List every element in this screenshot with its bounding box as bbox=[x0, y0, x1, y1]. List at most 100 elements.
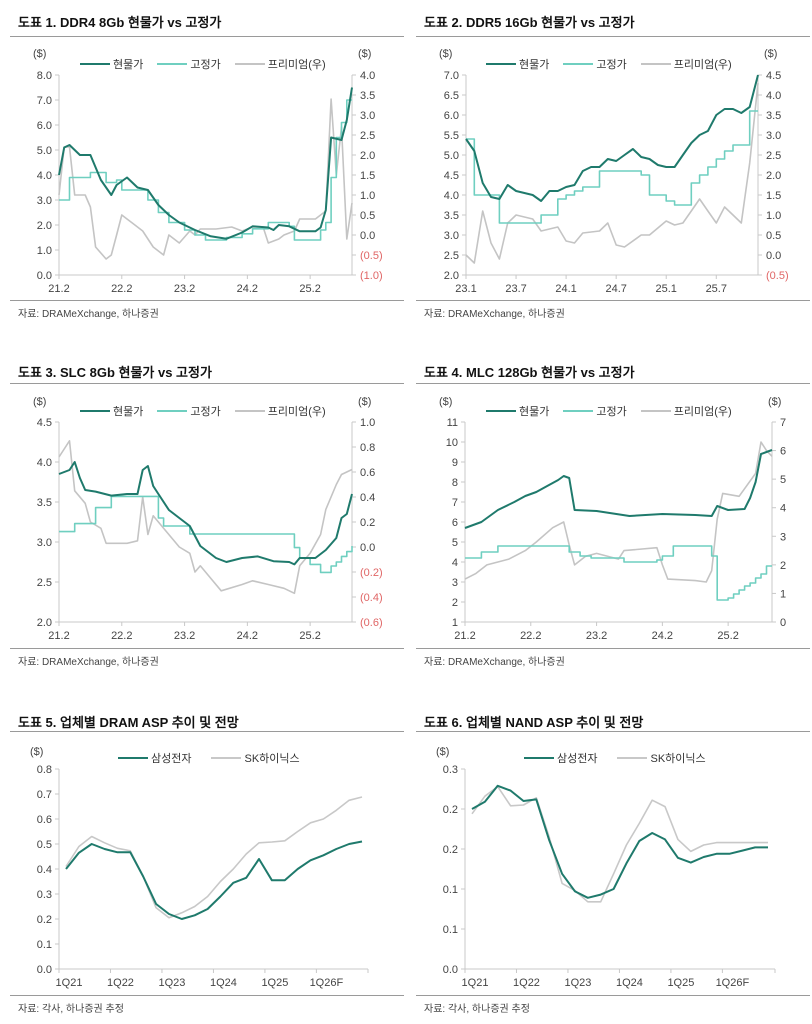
series-line-spot bbox=[58, 461, 353, 566]
y-tick-label-left: 4.0 bbox=[37, 457, 52, 469]
y-tick-label-left: 6.0 bbox=[444, 110, 459, 122]
y-tick-label-right: 1 bbox=[780, 588, 786, 600]
y-tick-label-left: 11 bbox=[447, 417, 458, 429]
y-tick-label-right: 2.5 bbox=[766, 150, 781, 162]
y-unit-left: ($) bbox=[439, 48, 453, 60]
chart-panel-2: 도표 2. DDR5 16Gb 현물가 vs 고정가 ($) ($) 현물가 고… bbox=[406, 0, 812, 350]
y-unit-right: ($) bbox=[764, 48, 778, 60]
x-tick-label: 1Q21 bbox=[56, 977, 83, 989]
y-tick-label-right: 0.6 bbox=[360, 467, 375, 479]
legend-item: 현물가 bbox=[486, 403, 549, 419]
y-tick-label-left: 5.5 bbox=[444, 130, 459, 142]
y-unit-left: ($) bbox=[436, 746, 450, 758]
y-tick-label-left: 9 bbox=[452, 457, 458, 469]
series-line-premium bbox=[465, 82, 759, 264]
legend-label: 프리미엄(우) bbox=[267, 406, 326, 418]
chart-title: 도표 4. MLC 128Gb 현물가 vs 고정가 bbox=[424, 365, 635, 380]
y-tick-label-left: 2 bbox=[452, 597, 458, 609]
legend-swatch bbox=[640, 410, 671, 412]
divider bbox=[10, 300, 404, 301]
chart-title: 도표 3. SLC 8Gb 현물가 vs 고정가 bbox=[18, 365, 212, 380]
x-tick-label: 25.2 bbox=[717, 630, 738, 642]
legend-label: 고정가 bbox=[190, 406, 221, 418]
legend-item: SK하이닉스 bbox=[211, 750, 300, 766]
legend-swatch bbox=[640, 63, 671, 65]
y-tick-label-left: 0.0 bbox=[37, 964, 52, 976]
series-line-skhynix bbox=[65, 796, 363, 919]
x-tick-label: 1Q22 bbox=[107, 977, 134, 989]
source-note: 자료: DRAMeXchange, 하나증권 bbox=[424, 657, 565, 668]
y-tick-label-right: 3.5 bbox=[766, 110, 781, 122]
series-line-fixed bbox=[465, 545, 772, 601]
y-tick-label-right: (0.6) bbox=[360, 617, 383, 629]
y-tick-label-right: 4.5 bbox=[766, 70, 781, 82]
y-tick-label-left: 3.5 bbox=[37, 497, 52, 509]
y-tick-label-right: 2.5 bbox=[360, 130, 375, 142]
y-tick-label-left: 1 bbox=[452, 617, 458, 629]
y-tick-label-right: 3.0 bbox=[766, 130, 781, 142]
x-tick-label: 1Q26F bbox=[716, 977, 750, 989]
legend-label: 프리미엄(우) bbox=[673, 59, 732, 71]
chart-panel-6: 도표 6. 업체별 NAND ASP 추이 및 전망 ($) 삼성전자 SK하이… bbox=[406, 700, 812, 1024]
y-tick-label-right: (0.2) bbox=[360, 567, 383, 579]
y-tick-label-right: 0.8 bbox=[360, 442, 375, 454]
chart-title: 도표 2. DDR5 16Gb 현물가 vs 고정가 bbox=[424, 15, 635, 30]
legend: 삼성전자 SK하이닉스 bbox=[118, 750, 300, 766]
y-tick-label-right: 5 bbox=[780, 474, 786, 486]
y-tick-label-left: 0.5 bbox=[37, 839, 52, 851]
legend-item: 고정가 bbox=[563, 56, 627, 72]
y-tick-label-left: 6 bbox=[452, 517, 458, 529]
y-tick-label-left: 3.0 bbox=[444, 230, 459, 242]
source-note: 자료: DRAMeXchange, 하나증권 bbox=[424, 309, 565, 320]
y-tick-label-right: 1.5 bbox=[360, 170, 375, 182]
y-tick-label-right: 1.0 bbox=[766, 210, 781, 222]
y-tick-label-left: 7 bbox=[452, 497, 458, 509]
y-tick-label-right: 2.0 bbox=[360, 150, 375, 162]
y-tick-label-right: 6 bbox=[780, 446, 786, 458]
divider bbox=[416, 995, 810, 996]
divider bbox=[10, 648, 404, 649]
x-tick-label: 24.2 bbox=[237, 283, 258, 295]
y-tick-label-left: 5 bbox=[452, 537, 458, 549]
legend-swatch bbox=[524, 757, 554, 759]
y-tick-label-right: 3 bbox=[780, 531, 786, 543]
divider bbox=[10, 995, 404, 996]
legend-swatch bbox=[80, 63, 110, 65]
y-tick-label-left: 7.0 bbox=[444, 70, 459, 82]
x-tick-label: 24.2 bbox=[237, 630, 258, 642]
legend-label: 고정가 bbox=[596, 59, 627, 71]
legend-item: 현물가 bbox=[80, 56, 143, 72]
y-tick-label-right: (1.0) bbox=[360, 270, 383, 282]
y-tick-label-left: 0.7 bbox=[37, 789, 52, 801]
legend-swatch bbox=[486, 63, 516, 65]
x-tick-label: 24.2 bbox=[652, 630, 673, 642]
legend-item: 삼성전자 bbox=[524, 750, 597, 766]
legend-item: SK하이닉스 bbox=[617, 750, 706, 766]
y-tick-label-left: 0.1 bbox=[443, 924, 458, 936]
source-note: 자료: DRAMeXchange, 하나증권 bbox=[18, 309, 159, 320]
chart-title: 도표 6. 업체별 NAND ASP 추이 및 전망 bbox=[424, 715, 644, 730]
x-tick-label: 24.1 bbox=[555, 283, 576, 295]
y-tick-label-right: 0.0 bbox=[360, 230, 375, 242]
y-tick-label-left: 0.2 bbox=[443, 844, 458, 856]
x-tick-label: 1Q23 bbox=[564, 977, 591, 989]
chart-panel-1: 도표 1. DDR4 8Gb 현물가 vs 고정가 ($) ($) 현물가 고정… bbox=[0, 0, 406, 350]
y-tick-label-left: 6.0 bbox=[37, 120, 52, 132]
x-tick-label: 25.2 bbox=[299, 630, 320, 642]
y-unit-right: ($) bbox=[358, 48, 372, 60]
legend-label: 삼성전자 bbox=[557, 753, 598, 765]
x-tick-label: 22.2 bbox=[111, 283, 132, 295]
y-tick-label-left: 2.0 bbox=[444, 270, 459, 282]
divider bbox=[416, 648, 810, 649]
legend: 현물가 고정가 프리미엄(우) bbox=[486, 56, 732, 72]
legend-item: 삼성전자 bbox=[118, 750, 191, 766]
legend-swatch bbox=[563, 63, 594, 65]
series-line-skhynix bbox=[471, 785, 768, 903]
legend-label: 현물가 bbox=[519, 406, 550, 418]
y-tick-label-right: 0.5 bbox=[766, 230, 781, 242]
y-tick-label-left: 7.0 bbox=[37, 95, 52, 107]
y-tick-label-left: 0.2 bbox=[443, 804, 458, 816]
legend-swatch bbox=[486, 410, 516, 412]
legend-label: SK하이닉스 bbox=[650, 753, 706, 765]
x-tick-label: 1Q22 bbox=[513, 977, 540, 989]
